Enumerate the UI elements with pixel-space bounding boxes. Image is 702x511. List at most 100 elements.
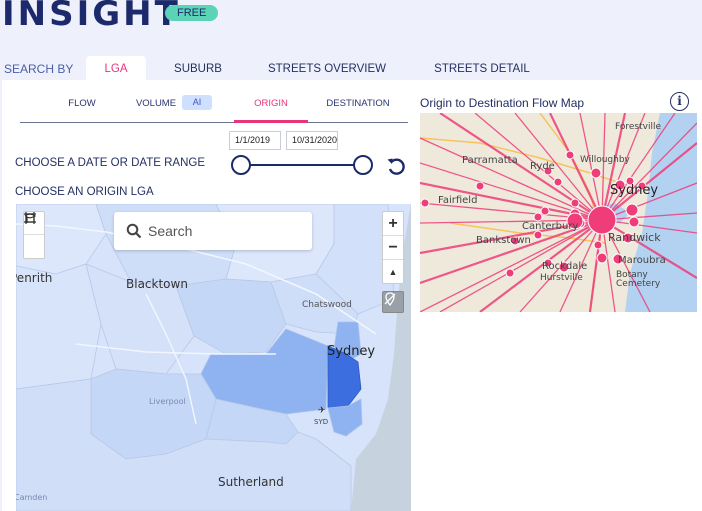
flow-line (514, 113, 603, 221)
place-label-penrith: Penrith (16, 271, 53, 285)
end-date-input[interactable]: 10/31/2020 (286, 131, 338, 150)
search-input[interactable] (148, 221, 298, 241)
flow-place-canterbury: Canterbury (522, 221, 579, 232)
flow-node[interactable] (533, 212, 543, 222)
place-label-camden: Camden (16, 493, 48, 502)
flow-line (601, 113, 646, 221)
flow-node[interactable] (553, 177, 563, 187)
flow-map[interactable]: Forestville Parramatta Ryde Willoughby S… (420, 113, 697, 312)
tab-suburb[interactable]: SUBURB (174, 63, 222, 75)
flow-node[interactable] (587, 205, 617, 235)
start-date-handle[interactable] (231, 155, 251, 175)
place-label-sydney: Sydney (327, 344, 376, 359)
date-range-label: CHOOSE A DATE OR DATE RANGE (15, 157, 205, 169)
place-label-sutherland: Sutherland (218, 475, 284, 489)
flow-node[interactable] (475, 181, 485, 191)
tab-lga[interactable]: LGA (86, 56, 146, 82)
origin-lga-label: CHOOSE AN ORIGIN LGA (15, 186, 154, 198)
flow-place-willoughby: Willoughby (580, 155, 630, 165)
flow-line (559, 219, 603, 312)
tab-streets-detail[interactable]: STREETS DETAIL (434, 63, 530, 75)
flow-line (601, 219, 697, 234)
flow-line (474, 113, 603, 221)
subtab-destination[interactable]: DESTINATION (326, 98, 390, 109)
place-label-chatswood: Chatswood (302, 300, 352, 310)
subtab-origin[interactable]: ORIGIN (254, 98, 288, 109)
flow-place-botany: Botany (616, 270, 648, 280)
flow-node[interactable] (543, 258, 553, 268)
zoom-out-button[interactable]: − (383, 236, 403, 260)
flow-place-rockdale: Rockdale (542, 261, 588, 272)
flow-line (601, 113, 676, 221)
plan-badge: FREE (165, 5, 219, 21)
flow-node[interactable] (614, 179, 626, 191)
flow-line (420, 218, 603, 285)
flow-place-fairfield: Fairfield (438, 195, 478, 206)
flow-node[interactable] (596, 252, 608, 264)
subtab-flow[interactable]: FLOW (68, 98, 96, 109)
map-search-box (114, 212, 312, 250)
origin-lga-map[interactable]: + − ▲ Penrith Blacktown Chatswood Sydney… (16, 204, 411, 511)
place-label-liverpool: Liverpool (149, 397, 186, 406)
flow-place-forestville: Forestville (615, 122, 661, 132)
flow-line (601, 219, 651, 312)
search-by-label: SEARCH BY (4, 62, 74, 76)
compass-icon[interactable]: ▲ (388, 267, 398, 277)
flow-place-sydney: Sydney (610, 183, 659, 198)
flow-node[interactable] (622, 232, 634, 244)
zoom-in-button[interactable]: + (383, 212, 403, 236)
info-icon[interactable]: i (670, 92, 689, 111)
airport-icon: ✈ (318, 406, 326, 416)
flow-place-ryde: Ryde (530, 161, 555, 172)
flow-node[interactable] (570, 198, 580, 208)
brand-logo: INSIGHT (2, 0, 181, 34)
flow-line (579, 113, 603, 221)
subtab-active-indicator (234, 120, 308, 123)
map-draw-tools (23, 211, 45, 259)
flow-node[interactable] (625, 203, 639, 217)
flow-line (588, 219, 604, 312)
no-location-icon[interactable] (382, 291, 404, 313)
start-date-input[interactable]: 1/1/2019 (229, 131, 281, 150)
flow-line (601, 113, 606, 221)
flow-line (601, 182, 697, 221)
flow-place-maroubra: Maroubra (618, 255, 666, 266)
flow-line (439, 219, 603, 312)
flow-node[interactable] (510, 236, 520, 246)
place-label-syd: SYD (314, 418, 329, 426)
place-label-blacktown: Blacktown (126, 277, 188, 291)
flow-node[interactable] (637, 181, 647, 191)
flow-node[interactable] (505, 268, 515, 278)
flow-line (420, 219, 603, 312)
tab-streets-overview[interactable]: STREETS OVERVIEW (267, 63, 386, 75)
flow-line (601, 219, 697, 279)
flow-node[interactable] (593, 240, 603, 250)
flow-line (479, 219, 603, 312)
flow-node[interactable] (565, 150, 575, 160)
flow-line (420, 137, 603, 221)
flow-line (600, 113, 627, 221)
flow-node[interactable] (540, 206, 550, 216)
flow-line (601, 142, 697, 221)
flow-node[interactable] (590, 167, 602, 179)
flow-map-title: Origin to Destination Flow Map (420, 96, 585, 110)
flow-line (549, 113, 603, 221)
flow-node[interactable] (420, 198, 430, 208)
flow-place-hurstville: Hurstville (540, 273, 583, 283)
flow-place-randwick: Randwick (608, 231, 661, 244)
flow-node[interactable] (625, 176, 635, 186)
flow-node[interactable] (533, 230, 543, 240)
subtab-volume[interactable]: VOLUME (135, 98, 177, 109)
end-date-handle[interactable] (353, 155, 373, 175)
rectangle-select-icon[interactable] (24, 212, 44, 258)
flow-place-cemetery: Cemetery (616, 279, 661, 289)
flow-node[interactable] (566, 212, 584, 230)
flow-node[interactable] (628, 216, 640, 228)
flow-node[interactable] (558, 261, 570, 273)
refresh-icon[interactable] (386, 156, 406, 176)
search-icon (126, 223, 142, 239)
flow-node[interactable] (543, 166, 553, 176)
flow-line (601, 212, 697, 221)
ai-badge[interactable]: AI (182, 95, 212, 110)
flow-node[interactable] (612, 253, 624, 265)
